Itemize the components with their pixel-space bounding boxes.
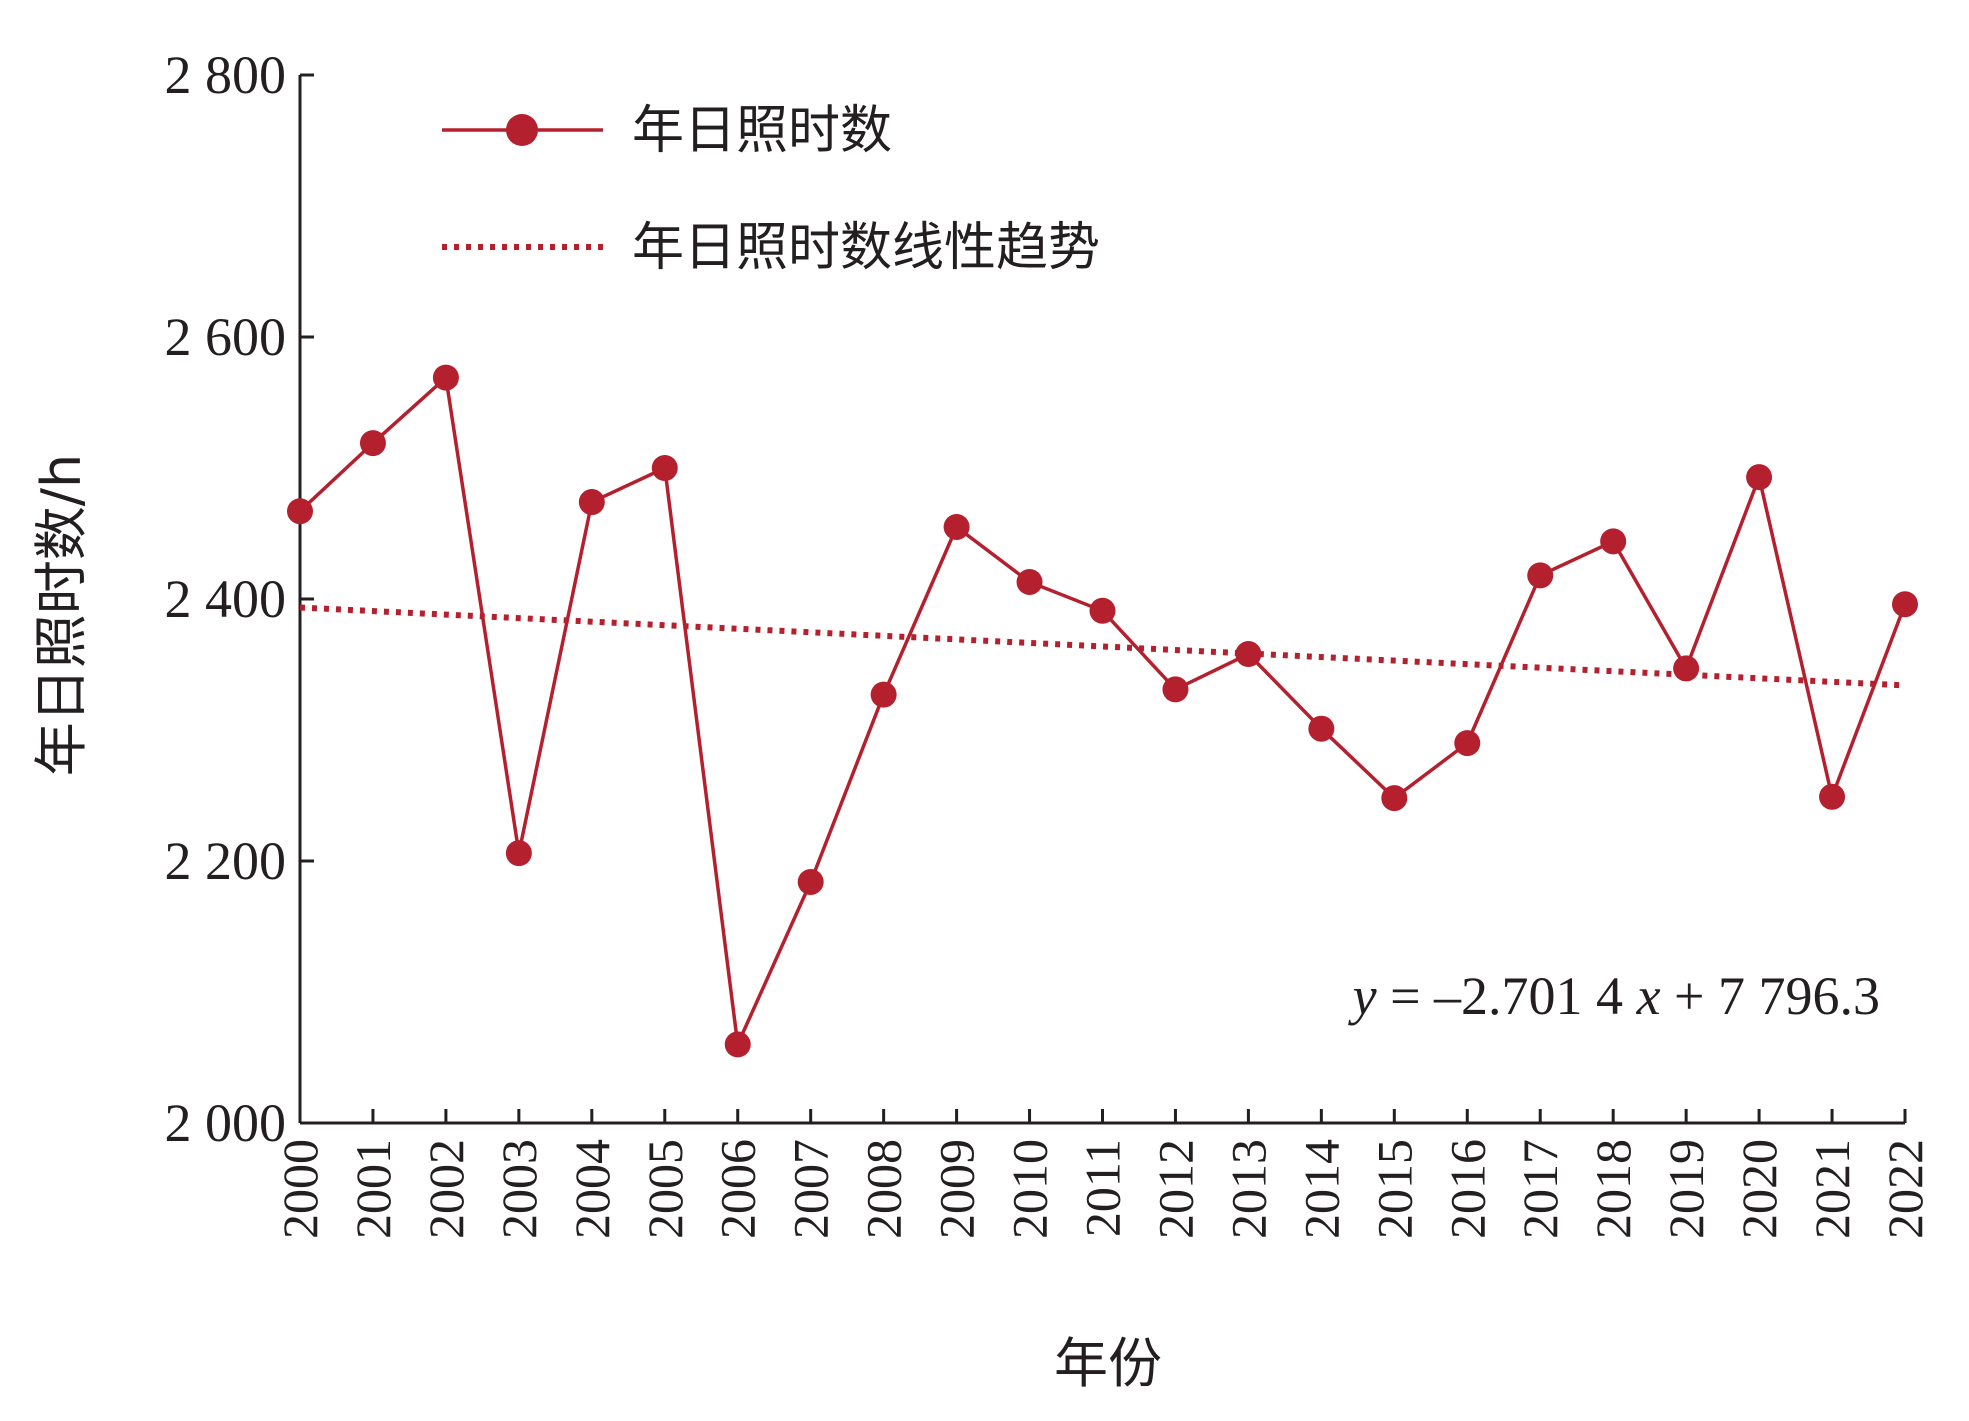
data-point bbox=[1819, 783, 1846, 810]
data-point bbox=[724, 1031, 751, 1058]
legend-series-marker bbox=[506, 114, 538, 146]
y-ticks: 2 000 2 200 2 400 2 600 2 800 bbox=[165, 45, 314, 1153]
x-tick-label: 2010 bbox=[1002, 1139, 1058, 1239]
x-axis-title: 年份 bbox=[1054, 1332, 1162, 1395]
x-tick-label: 2014 bbox=[1293, 1139, 1349, 1239]
data-point bbox=[1746, 464, 1773, 491]
y-tick-label: 2 800 bbox=[165, 45, 287, 105]
x-tick-label: 2000 bbox=[272, 1139, 328, 1239]
data-point bbox=[870, 681, 897, 708]
x-tick-label: 2007 bbox=[783, 1139, 839, 1239]
data-point bbox=[1235, 641, 1262, 668]
x-tick-label: 2012 bbox=[1147, 1139, 1203, 1239]
x-tick-label: 2004 bbox=[564, 1139, 620, 1239]
x-tick-label: 2005 bbox=[637, 1139, 693, 1239]
data-point bbox=[1016, 568, 1043, 595]
y-axis-title: 年日照时数/h bbox=[30, 454, 93, 776]
data-point bbox=[943, 513, 970, 540]
x-tick-label: 2019 bbox=[1658, 1139, 1714, 1239]
data-point bbox=[1162, 676, 1189, 703]
x-tick-label: 2018 bbox=[1585, 1139, 1641, 1239]
data-point bbox=[1454, 730, 1481, 757]
data-point bbox=[797, 868, 824, 895]
y-tick-label: 2 600 bbox=[165, 307, 287, 367]
data-point bbox=[1381, 785, 1408, 812]
x-tick-label: 2017 bbox=[1512, 1139, 1568, 1239]
equation-intercept: + 7 796.3 bbox=[1661, 966, 1880, 1026]
x-tick-label: 2009 bbox=[929, 1139, 985, 1239]
data-point bbox=[359, 430, 386, 457]
equation-coefficient: = –2.701 4 bbox=[1377, 966, 1637, 1026]
x-tick-label: 2011 bbox=[1075, 1139, 1131, 1237]
equation-y: y bbox=[1348, 966, 1377, 1026]
equation-x: x bbox=[1636, 966, 1661, 1026]
data-point bbox=[1600, 528, 1627, 555]
data-point bbox=[432, 364, 459, 391]
x-tick-label: 2006 bbox=[710, 1139, 766, 1239]
series-group bbox=[287, 364, 1918, 1058]
x-tick-label: 2001 bbox=[345, 1139, 401, 1239]
legend-series-label: 年日照时数 bbox=[632, 101, 892, 161]
x-tick-label: 2003 bbox=[491, 1139, 547, 1239]
data-point bbox=[1308, 715, 1335, 742]
data-point bbox=[578, 489, 605, 516]
x-tick-label: 2015 bbox=[1366, 1139, 1422, 1239]
x-ticks: 2000 2001 2002 2003 2004 2005 2006 2007 2008 2009… bbox=[272, 1109, 1933, 1239]
data-point bbox=[1089, 597, 1116, 624]
x-tick-label: 2013 bbox=[1220, 1139, 1276, 1239]
data-point bbox=[1892, 591, 1918, 618]
legend-trend-label: 年日照时数线性趋势 bbox=[632, 218, 1100, 278]
data-point bbox=[1673, 655, 1700, 682]
x-tick-label: 2020 bbox=[1731, 1139, 1787, 1239]
series-line bbox=[298, 374, 1907, 1051]
x-tick-label: 2022 bbox=[1877, 1139, 1933, 1239]
trend-equation: y = –2.701 4 x + 7 796.3 bbox=[1348, 966, 1880, 1026]
data-point bbox=[505, 840, 532, 867]
data-point bbox=[651, 455, 678, 481]
x-tick-label: 2021 bbox=[1804, 1139, 1860, 1239]
y-tick-label: 2 400 bbox=[165, 569, 287, 629]
x-tick-label: 2002 bbox=[418, 1139, 474, 1239]
y-tick-label: 2 200 bbox=[165, 831, 287, 891]
y-tick-label: 2 000 bbox=[165, 1093, 287, 1153]
x-tick-label: 2008 bbox=[856, 1139, 912, 1239]
data-point bbox=[287, 498, 313, 525]
x-tick-label: 2016 bbox=[1439, 1139, 1495, 1239]
legend: 年日照时数 年日照时数线性趋势 bbox=[442, 101, 1100, 278]
data-point bbox=[1527, 562, 1554, 589]
